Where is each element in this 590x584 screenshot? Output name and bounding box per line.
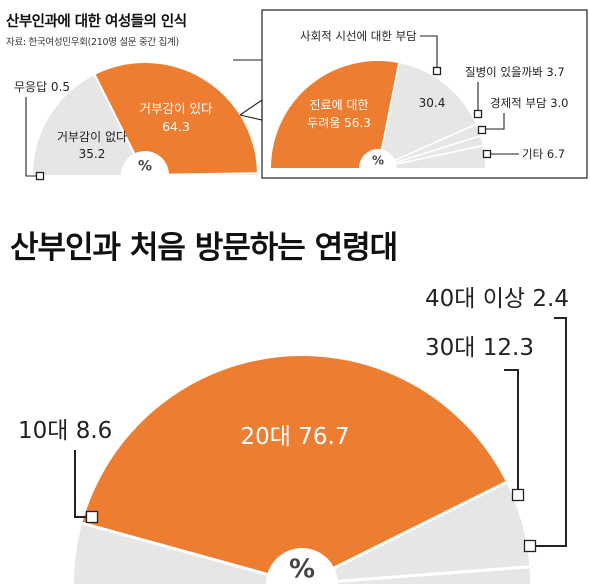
chart1-slice-1 [94, 63, 257, 175]
chart2-marker-2 [473, 109, 483, 119]
chart1-label-0: 거부감이 없다 [57, 130, 127, 144]
chart1-callout-arrow [239, 98, 263, 121]
chart2-label-2: 질병이 있을까봐 3.7 [465, 65, 565, 79]
chart3-marker-2 [511, 488, 525, 502]
chart2-center-cap [359, 149, 397, 168]
chart3-divider-2 [301, 565, 530, 584]
chart3-label-3: 40대 이상 2.4 [425, 286, 569, 312]
chart2-label-4: 기타 6.7 [522, 147, 565, 161]
chart1-label-2: 무응답 0.5 [14, 80, 70, 94]
chart2-marker-3 [477, 125, 487, 135]
chart1-center-cap [121, 151, 169, 175]
chart3-leader-2 [504, 369, 519, 495]
chart1-leader-2 [25, 97, 40, 177]
chart1-title: 산부인과에 대한 여성들의 인식 [6, 14, 187, 30]
chart2-slice-0 [271, 61, 399, 168]
chart1-label-1: 거부감이 있다 [140, 101, 213, 116]
chart2-marker-1 [432, 66, 442, 76]
chart3-divider-1 [301, 481, 507, 584]
chart2-frame [261, 9, 588, 179]
chart2-leader-1 [420, 35, 438, 71]
chart3-slice-2 [302, 482, 530, 584]
chart2-label-0b: 두려움 56.3 [307, 116, 371, 130]
chart2-label-3: 경제적 부담 3.0 [490, 96, 569, 110]
chart3-divider-0 [81, 521, 303, 584]
chart2-label-0a: 진료에 대한 [309, 98, 368, 112]
chart3-marker-0 [85, 510, 99, 524]
chart3-slice-1 [82, 356, 507, 584]
chart1-source: 자료: 한국여성민우회(210명 설문 중간 집계) [6, 37, 179, 48]
chart3-label-0: 10대 8.6 [18, 418, 112, 444]
chart3-center-cap [266, 548, 338, 584]
chart3-marker-3 [523, 539, 537, 553]
chart3-label-1: 20대 76.7 [241, 424, 350, 450]
chart1-marker-2 [35, 171, 45, 181]
chart2-center-label: % [372, 154, 384, 168]
chart1-value-0: 35.2 [79, 147, 106, 161]
chart3-center-label: % [289, 555, 315, 584]
chart2-marker-4 [482, 149, 492, 159]
chart2-value-1: 30.4 [419, 96, 446, 110]
chart3-title: 산부인과 처음 방문하는 연령대 [10, 230, 398, 266]
chart1-slice-0 [33, 74, 145, 175]
chart2-label-1: 사회적 시선에 대한 부담 [300, 29, 417, 43]
chart3-label-2: 30대 12.3 [425, 335, 534, 361]
chart3-leader-3 [536, 317, 567, 547]
chart1-value-1: 64.3 [162, 119, 190, 134]
chart2-slice-1 [378, 63, 476, 169]
chart1-center-label: % [138, 159, 152, 175]
chart2-leader-3 [484, 113, 505, 130]
